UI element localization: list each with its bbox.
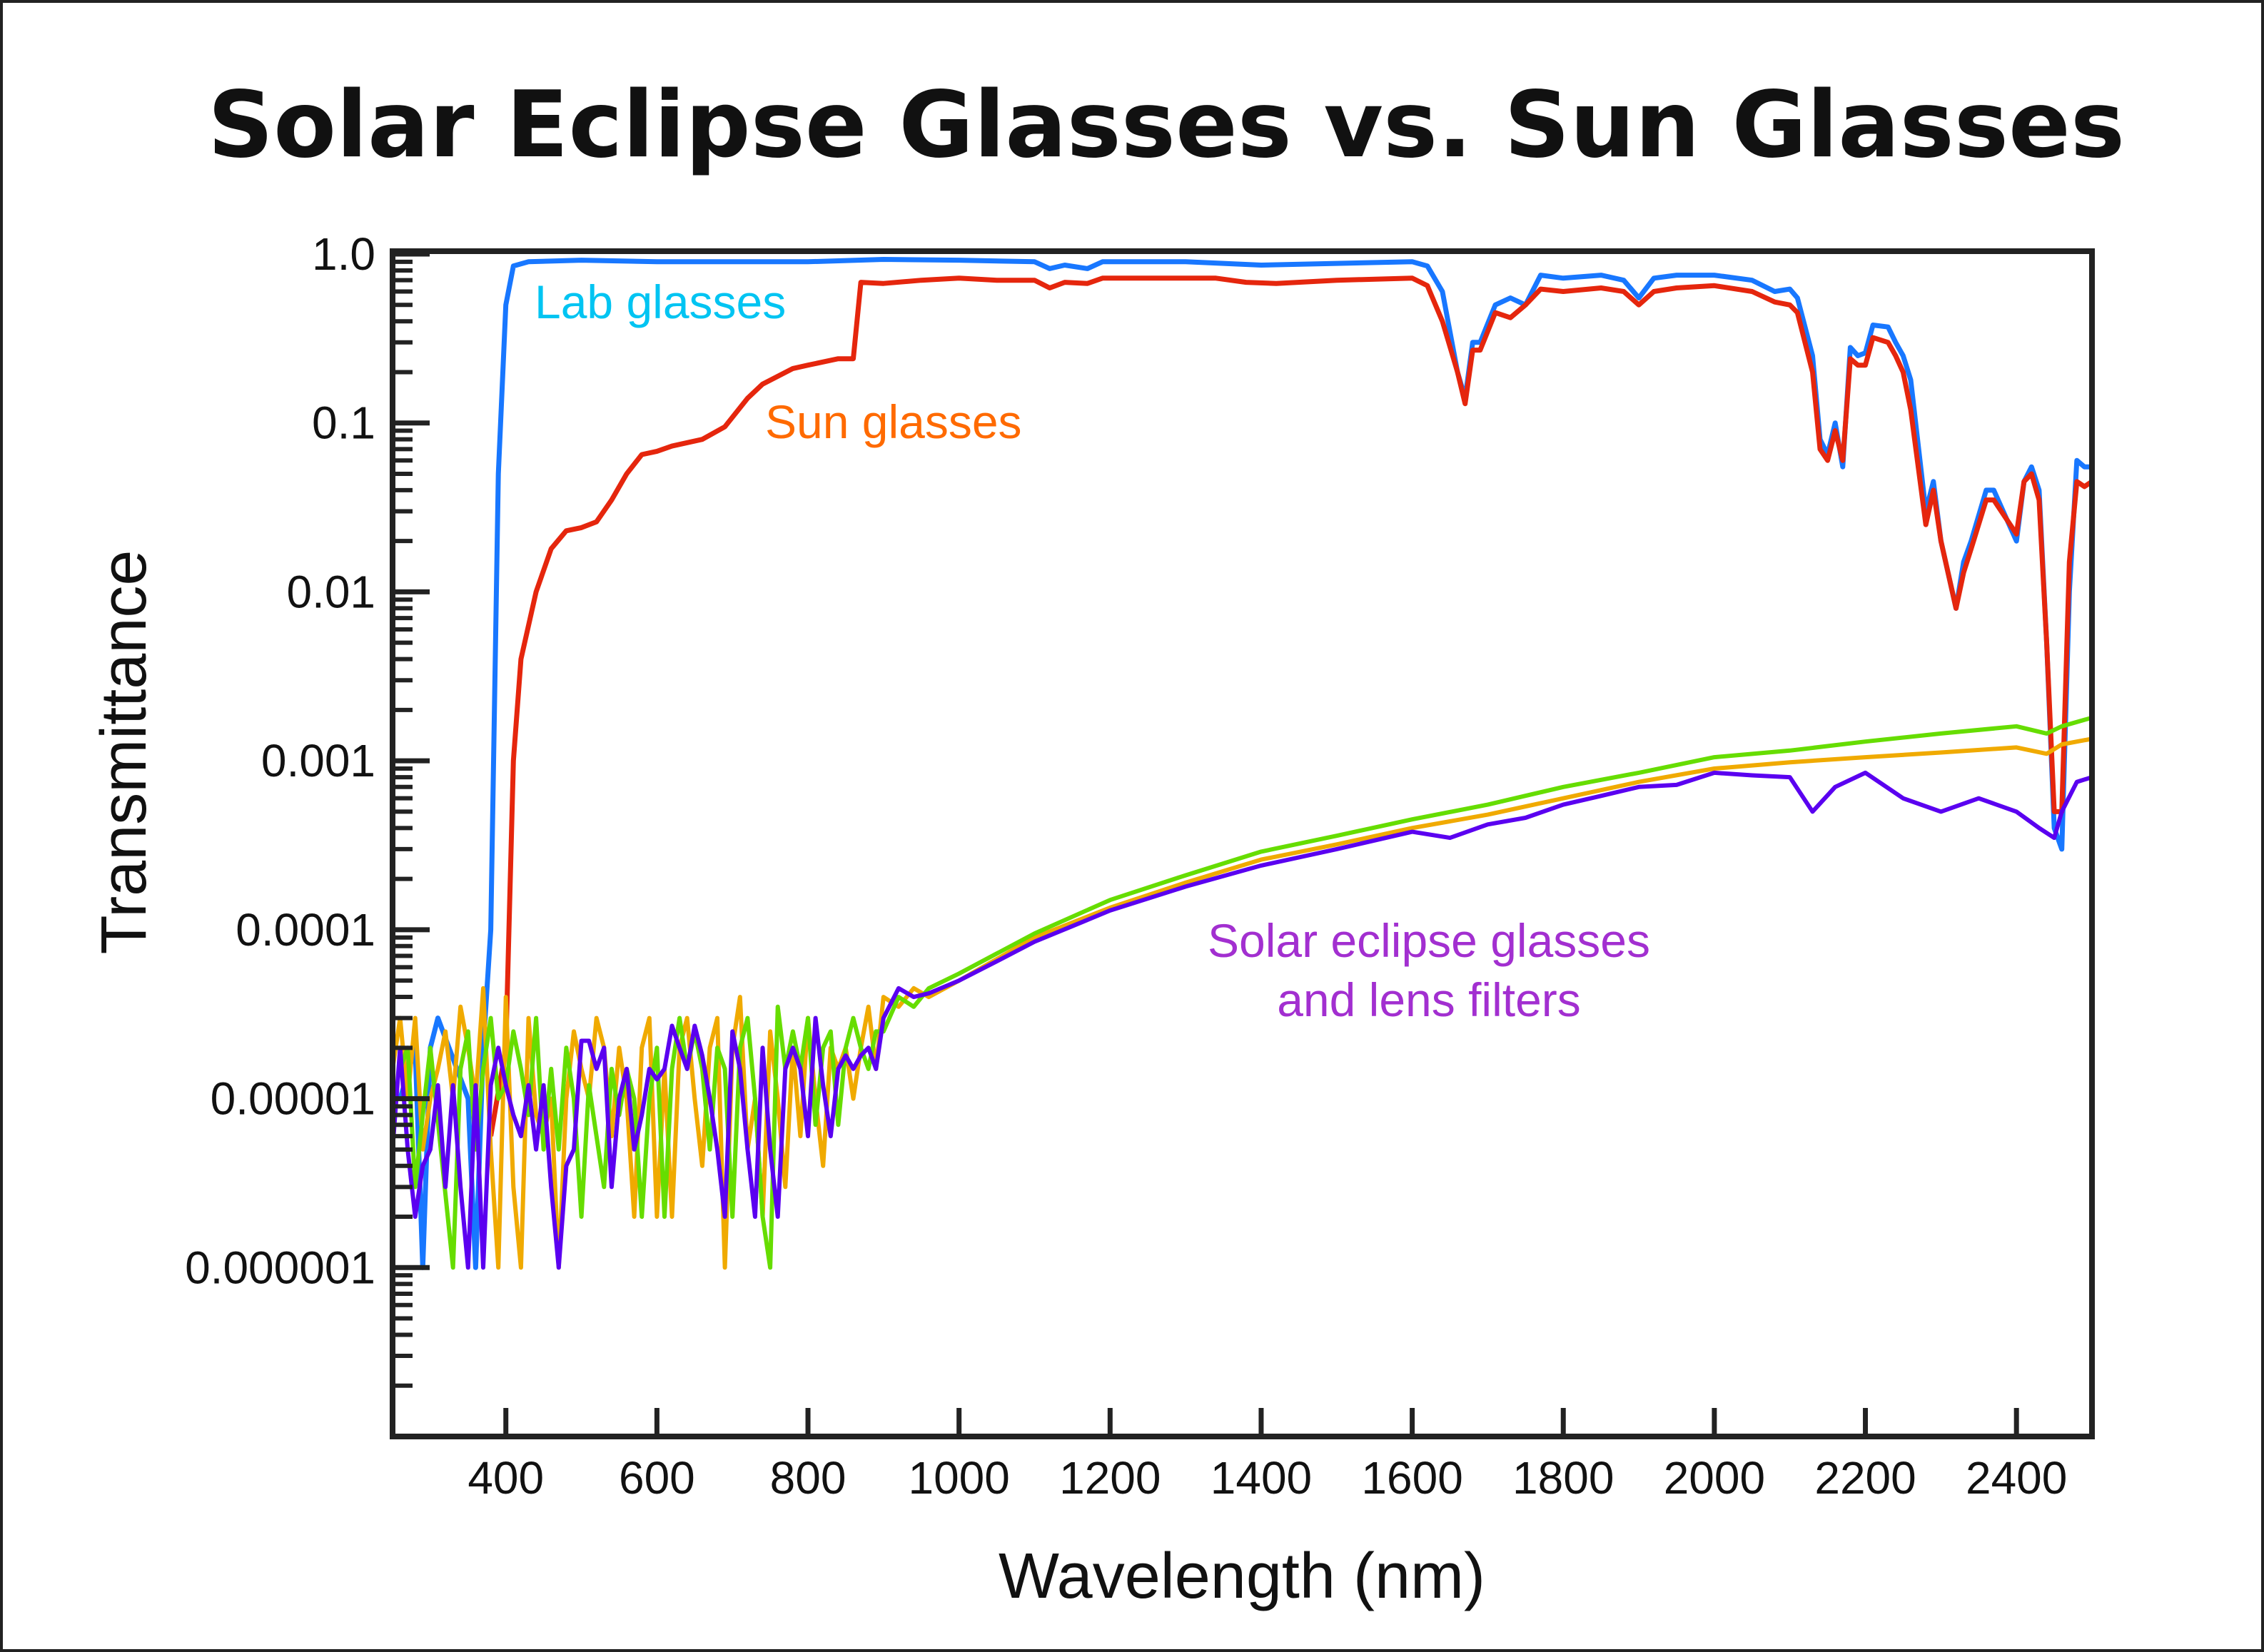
chart-svg: Solar Eclipse Glasses vs. Sun Glasses 40… <box>89 72 2125 1612</box>
annotation-lens-filters: and lens filters <box>1277 973 1581 1026</box>
y-tick-label: 0.01 <box>286 566 375 617</box>
x-tick-label: 1400 <box>1211 1452 1312 1504</box>
y-tick-label: 0.00001 <box>211 1073 375 1125</box>
x-tick-label: 600 <box>619 1452 695 1504</box>
x-tick-label: 2200 <box>1814 1452 1916 1504</box>
x-tick-label: 2400 <box>1966 1452 2067 1504</box>
axes-layer: 400 600 800 1000 1200 1400 1600 1800 2000 2200 240… <box>185 228 2095 1504</box>
y-tick-label: 0.0001 <box>236 904 375 956</box>
y-axis-title: Transmittance <box>89 550 160 955</box>
plot-frame <box>390 248 2095 1439</box>
x-tick-label: 1800 <box>1512 1452 1614 1504</box>
x-tick-label: 1000 <box>908 1452 1009 1504</box>
annotation-sun-glasses: Sun glasses <box>765 395 1022 448</box>
x-tick-label: 800 <box>770 1452 847 1504</box>
series-layer <box>393 257 2092 1270</box>
annotation-solar-eclipse-glasses: Solar eclipse glasses <box>1208 914 1650 967</box>
chart-title: Solar Eclipse Glasses vs. Sun Glasses <box>208 72 2125 178</box>
annotation-lab-glasses: Lab glasses <box>535 275 786 328</box>
x-tick-label: 2000 <box>1664 1452 1765 1504</box>
y-tick-label: 0.000001 <box>185 1242 375 1293</box>
y-tick-label: 0.001 <box>261 735 375 786</box>
x-tick-label: 1200 <box>1059 1452 1161 1504</box>
series-line-lab <box>398 257 2092 1270</box>
x-tick-label: 1600 <box>1361 1452 1462 1504</box>
x-axis-title: Wavelength (nm) <box>999 1541 1485 1612</box>
series-line-solar-orange <box>393 736 2092 1270</box>
y-tick-label: 1.0 <box>312 228 375 280</box>
series-line-sun <box>488 275 2092 1137</box>
x-tick-label: 400 <box>468 1452 544 1504</box>
y-tick-label: 0.1 <box>312 397 375 449</box>
series-line-solar-purple <box>393 770 2092 1270</box>
